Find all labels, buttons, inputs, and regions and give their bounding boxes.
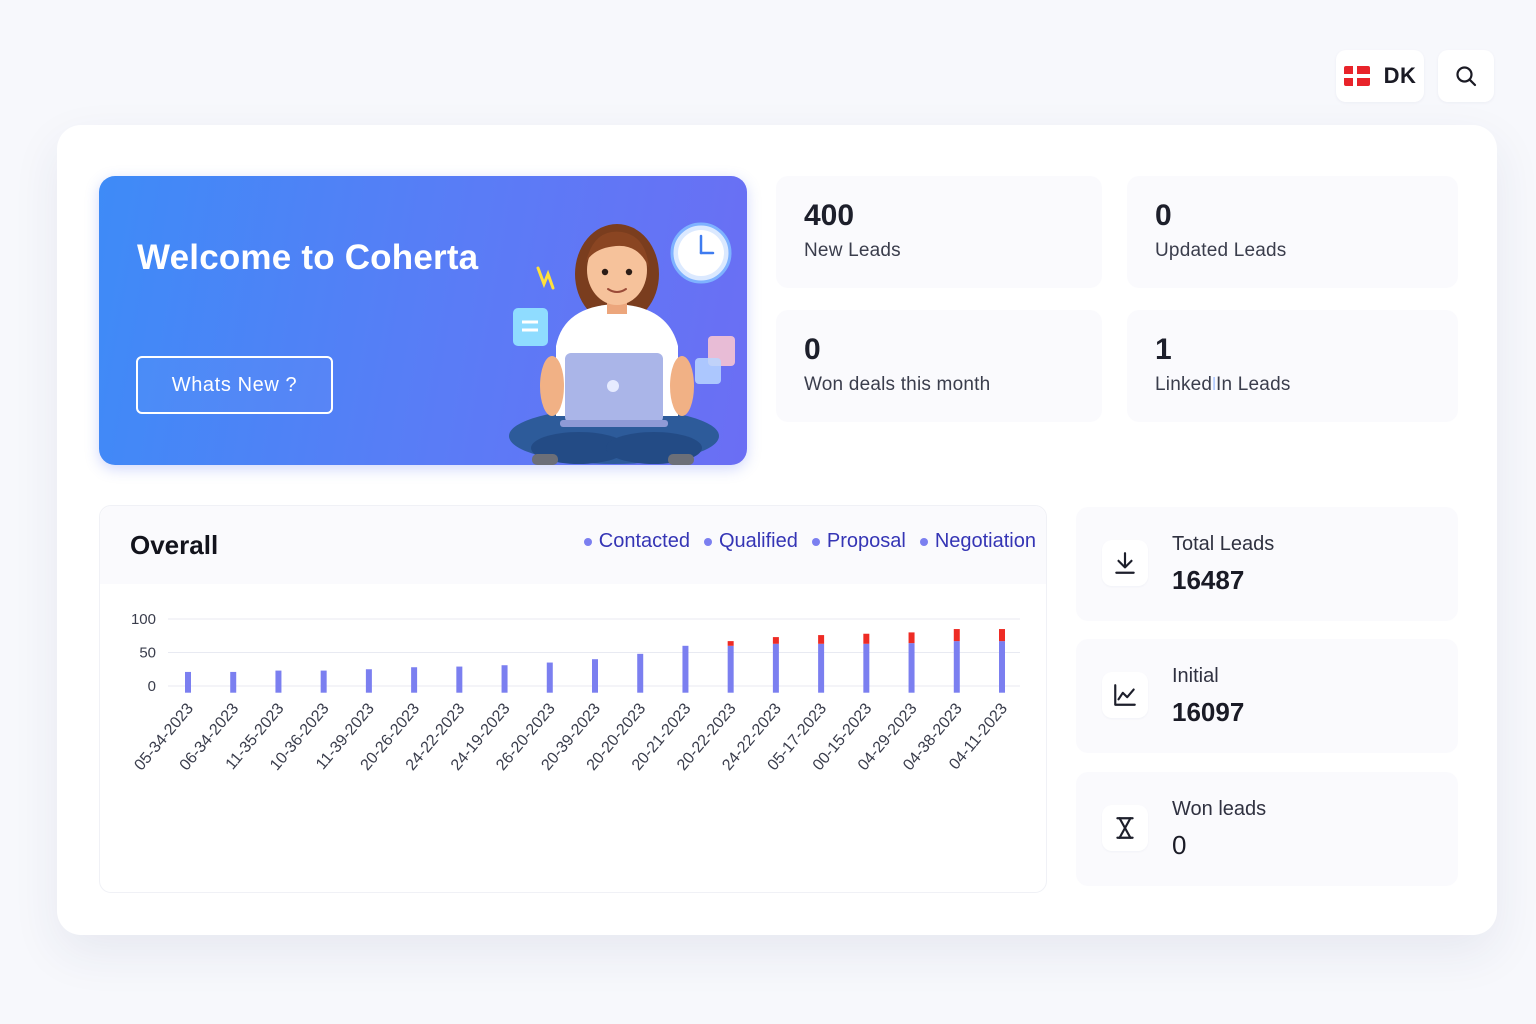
- bar-segment-primary: [727, 645, 734, 693]
- stat-label: Linked|In Leads: [1155, 374, 1430, 396]
- stat-label: Won deals this month: [804, 374, 991, 395]
- welcome-banner: Welcome to Coherta Whats New ?: [99, 176, 747, 465]
- bar-segment-primary: [637, 653, 644, 693]
- stat-label: Updated Leads: [1155, 240, 1287, 261]
- search-button[interactable]: [1438, 50, 1494, 102]
- legend-dot: [583, 537, 592, 546]
- legend-dot: [919, 537, 928, 546]
- bar-segment-primary: [320, 670, 327, 693]
- stat-card-linkedin-leads: 1 Linked|In Leads: [1127, 310, 1458, 422]
- bar-segment-primary: [456, 666, 463, 693]
- stat-value: 400: [804, 199, 855, 232]
- overall-bar-chart: 05010005-34-202306-34-202311-35-202310-3…: [131, 611, 1020, 774]
- bar-segment-secondary: [953, 629, 960, 642]
- overall-chart-card: Overall Contacted Qualified Proposal Neg…: [99, 505, 1047, 893]
- bar-segment-primary: [275, 670, 282, 693]
- stat-card-won-deals: 0 Won deals this month: [776, 310, 1102, 422]
- legend-item-negotiation[interactable]: Negotiation: [919, 530, 1036, 553]
- dashboard-card: Welcome to Coherta Whats New ?: [57, 125, 1497, 935]
- bar-segment-secondary: [908, 632, 915, 644]
- line-chart-icon: [1102, 672, 1148, 718]
- legend-item-proposal[interactable]: Proposal: [811, 530, 906, 553]
- separator-mark: |: [1212, 374, 1217, 390]
- legend-dot: [703, 537, 712, 546]
- legend-item-contacted[interactable]: Contacted: [583, 530, 690, 553]
- metric-value: 16097: [1172, 697, 1245, 727]
- metric-label: Total Leads: [1172, 533, 1275, 555]
- metric-label: Initial: [1172, 665, 1219, 687]
- top-bar: DK: [1336, 50, 1494, 102]
- chart-header: Overall Contacted Qualified Proposal Neg…: [100, 506, 1046, 584]
- woman-with-laptop-illustration: [509, 222, 735, 465]
- legend-label: Proposal: [826, 530, 906, 552]
- bar-segment-primary: [411, 667, 418, 693]
- stat-card-new-leads: 400 New Leads: [776, 176, 1102, 288]
- stat-value: 0: [804, 333, 821, 366]
- bar-segment-secondary: [818, 635, 825, 644]
- y-tick-label: 0: [148, 678, 156, 695]
- legend-label: Contacted: [598, 530, 690, 552]
- metric-value: 16487: [1172, 565, 1245, 595]
- bar-segment-primary: [365, 669, 372, 693]
- bar-segment-secondary: [727, 641, 734, 646]
- bar-segment-primary: [772, 643, 779, 693]
- whats-new-button[interactable]: Whats New ?: [136, 356, 333, 414]
- bar-segment-primary: [546, 662, 553, 693]
- bar-segment-secondary: [772, 637, 779, 644]
- language-selector[interactable]: DK: [1336, 50, 1424, 102]
- bar-segment-primary: [682, 645, 689, 693]
- stat-card-updated-leads: 0 Updated Leads: [1127, 176, 1458, 288]
- bar-segment-secondary: [863, 633, 870, 644]
- legend-label: Negotiation: [934, 530, 1036, 552]
- stat-value: 1: [1155, 333, 1172, 366]
- bar-segment-secondary: [999, 629, 1005, 642]
- bar-segment-primary: [501, 665, 508, 693]
- metric-card-initial: Initial 16097: [1076, 639, 1458, 753]
- metric-value: 0: [1172, 830, 1187, 860]
- bar-segment-primary: [185, 671, 191, 693]
- bar-segment-primary: [908, 643, 915, 693]
- stat-label-part: Linked: [1155, 374, 1213, 395]
- denmark-flag-icon: [1343, 66, 1370, 86]
- bar-segment-primary: [230, 671, 237, 693]
- stat-value: 0: [1155, 199, 1172, 232]
- legend-dot: [811, 537, 820, 546]
- download-icon: [1102, 540, 1148, 586]
- bar-segment-primary: [953, 641, 960, 693]
- bar-segment-primary: [999, 641, 1005, 693]
- metric-label: Won leads: [1172, 798, 1267, 820]
- welcome-title: Welcome to Coherta: [137, 238, 479, 277]
- hourglass-icon: [1102, 805, 1148, 851]
- bar-segment-primary: [818, 643, 825, 693]
- chart-legend: Contacted Qualified Proposal Negotiation: [583, 530, 1036, 553]
- stat-label: New Leads: [804, 240, 901, 261]
- metric-card-won-leads: Won leads 0: [1076, 772, 1458, 886]
- legend-label: Qualified: [718, 530, 798, 552]
- bar-segment-primary: [863, 643, 870, 693]
- y-tick-label: 50: [139, 645, 156, 662]
- bar-segment-primary: [592, 659, 598, 693]
- language-code: DK: [1383, 63, 1417, 88]
- stat-label-part: In Leads: [1216, 374, 1291, 395]
- chart-title: Overall: [130, 529, 219, 560]
- search-icon: [1456, 66, 1477, 87]
- y-tick-label: 100: [131, 611, 156, 628]
- metric-card-total-leads: Total Leads 16487: [1076, 507, 1458, 621]
- legend-item-qualified[interactable]: Qualified: [703, 530, 798, 553]
